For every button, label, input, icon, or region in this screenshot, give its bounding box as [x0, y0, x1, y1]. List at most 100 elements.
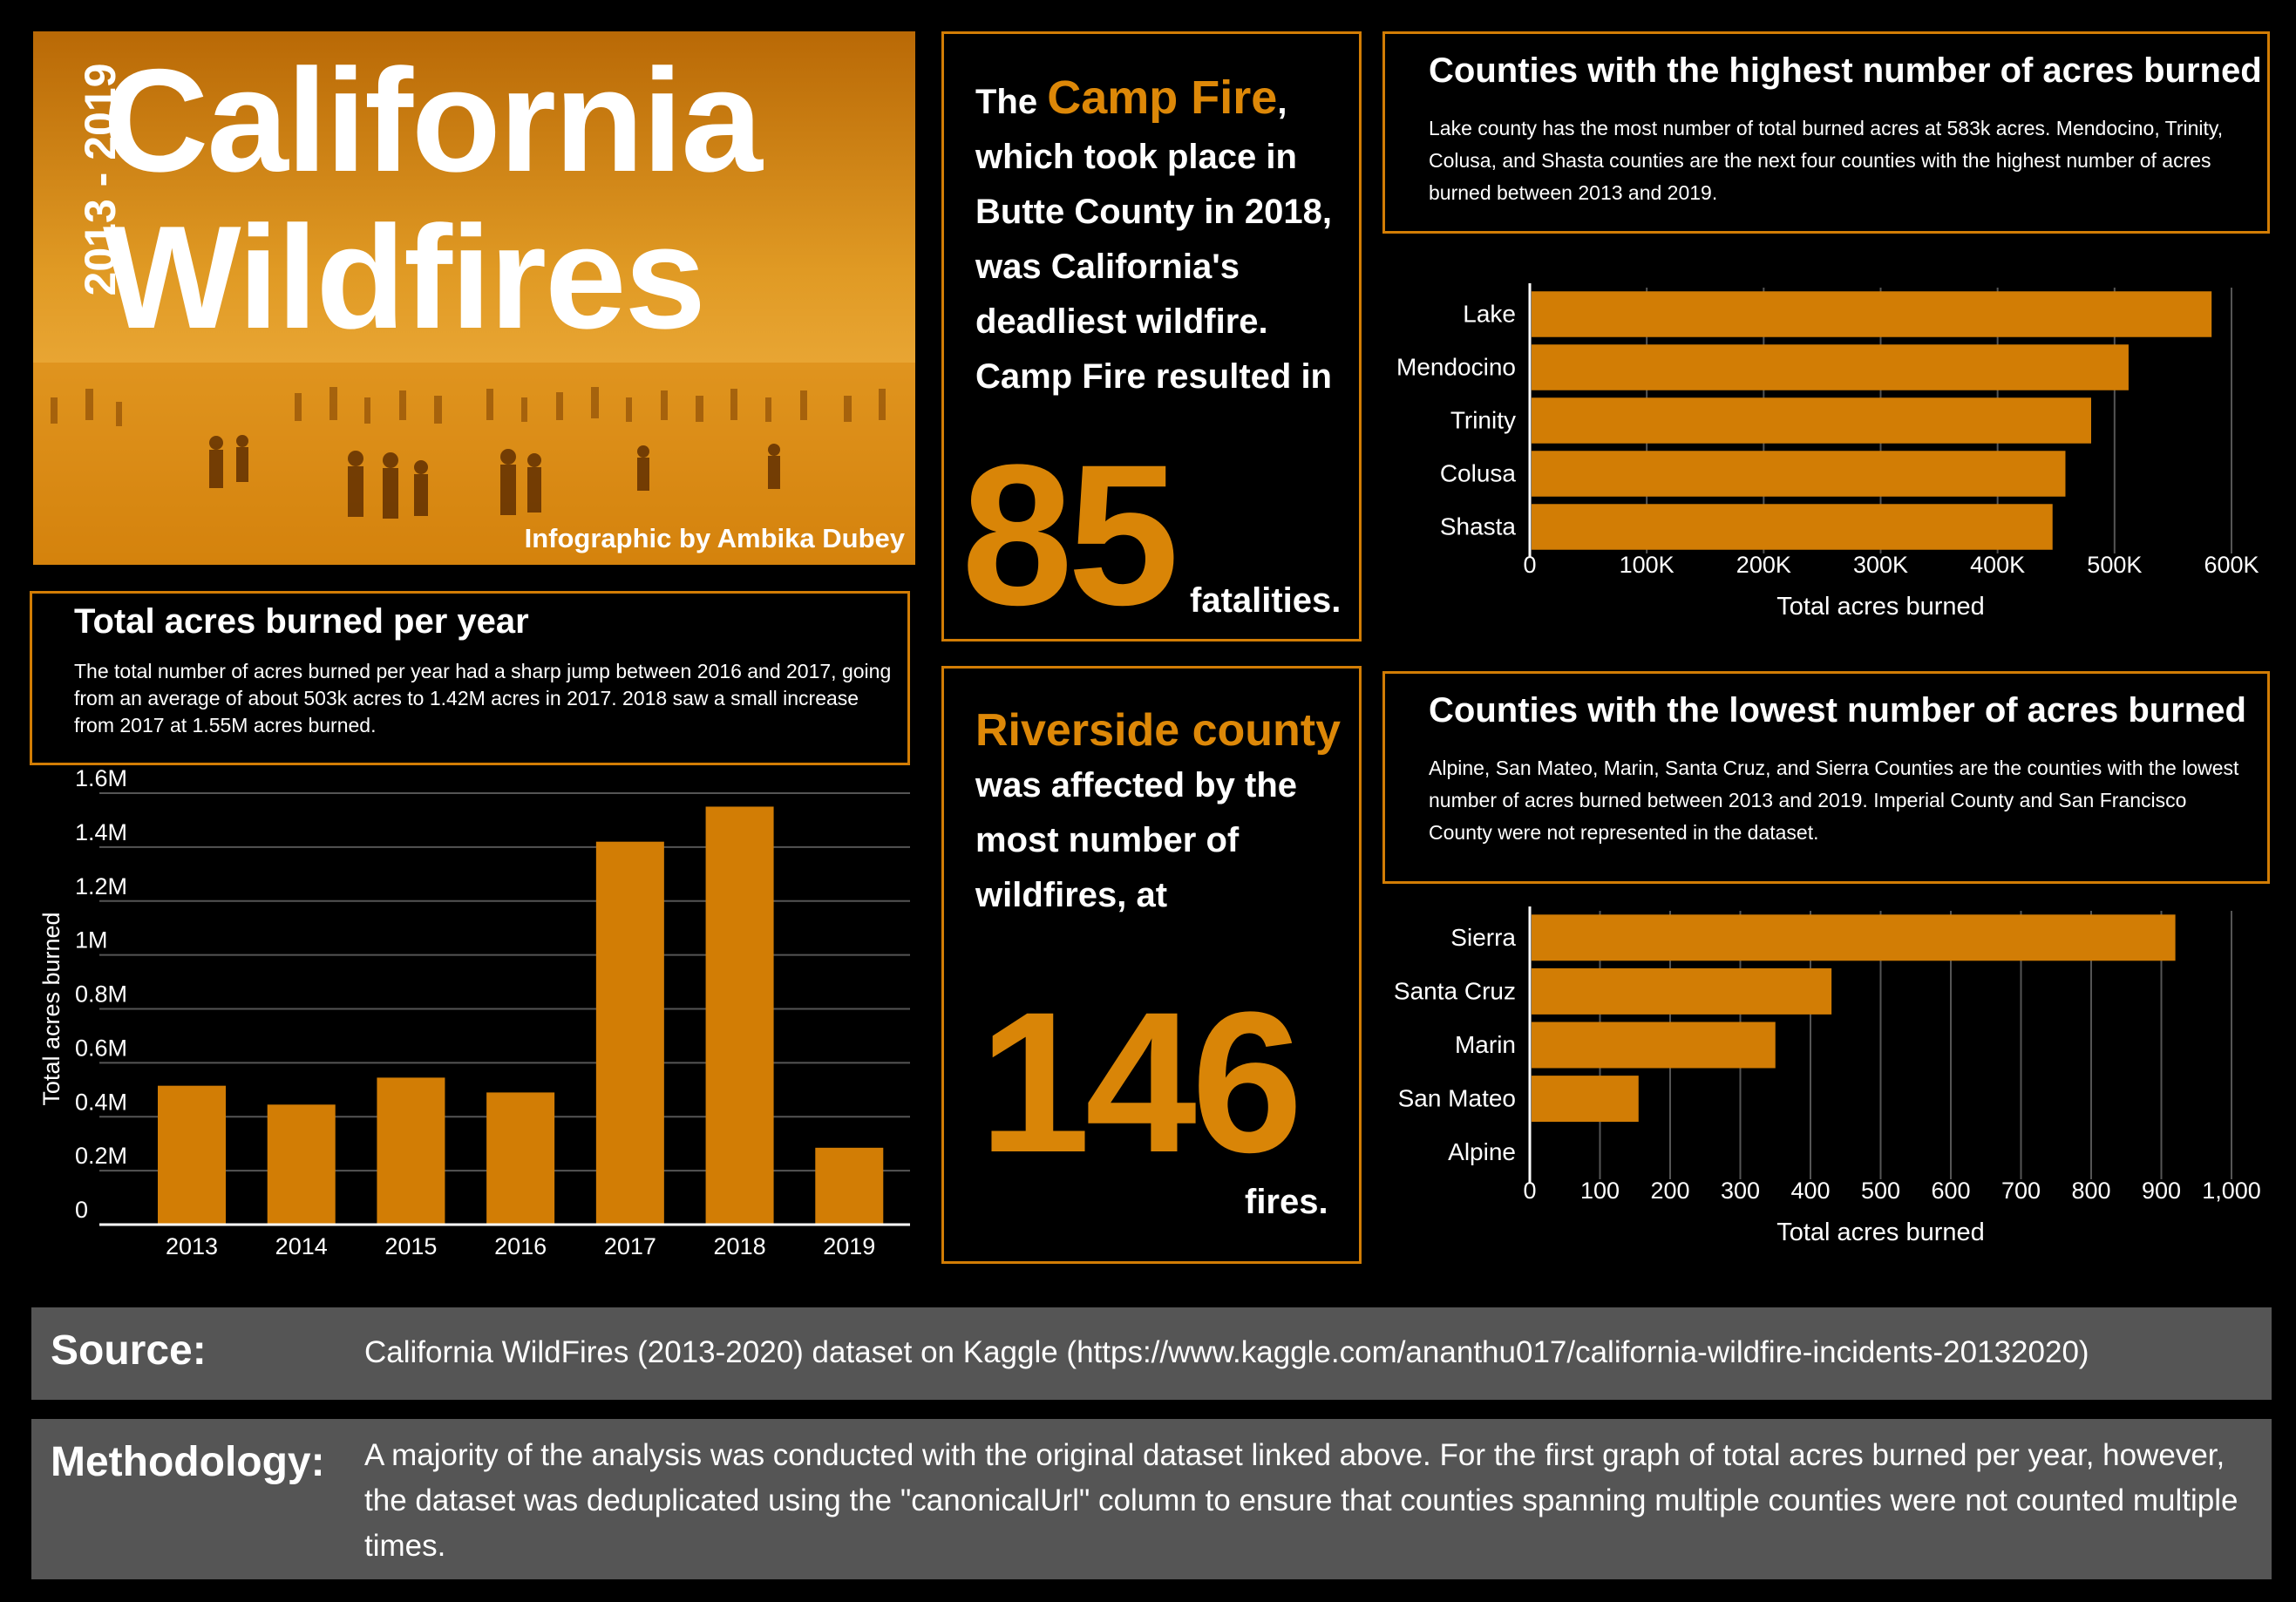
- x-tick-label: 1,000: [2202, 1178, 2261, 1204]
- y-tick-label: 0.8M: [75, 981, 127, 1008]
- lowest-counties-title: Counties with the lowest number of acres…: [1429, 691, 2246, 730]
- highest-counties-description: Lake county has the most number of total…: [1429, 117, 2224, 204]
- per-year-title: Total acres burned per year: [74, 602, 529, 641]
- riverside-name: Riverside county: [975, 705, 1342, 756]
- bar: [1532, 451, 2066, 497]
- y-tick-label: 0.2M: [75, 1143, 127, 1169]
- bar: [486, 1092, 555, 1225]
- category-label: Colusa: [1440, 460, 1517, 487]
- x-tick-label: 300K: [1853, 552, 1908, 578]
- x-tick-label: 200K: [1736, 552, 1791, 578]
- per-year-bar-chart: 0 0.2M 0.4M 0.6M 0.8M 1M 1.2M 1.4M 1.6M Total acr…: [38, 767, 910, 1259]
- x-tick-label: 100K: [1620, 552, 1674, 578]
- x-tick-label: 400: [1790, 1178, 1830, 1204]
- category-label: Lake: [1463, 301, 1516, 328]
- x-tick-label: 2016: [494, 1233, 547, 1259]
- methodology-text: A majority of the analysis was conducted…: [364, 1438, 2238, 1563]
- y-tick-label: 0.6M: [75, 1035, 127, 1061]
- lowest-counties-panel: Counties with the lowest number of acres…: [1382, 671, 2270, 884]
- x-tick-label: 0: [1523, 1178, 1536, 1204]
- highest-counties-panel: Counties with the highest number of acre…: [1382, 31, 2270, 234]
- bar: [1532, 504, 2053, 550]
- category-label: Marin: [1455, 1031, 1516, 1058]
- camp-fire-prefix: The: [975, 83, 1048, 121]
- lowest-counties-description: Alpine, San Mateo, Marin, Santa Cruz, an…: [1429, 757, 2239, 844]
- x-tick-label: 2019: [823, 1233, 875, 1259]
- bar: [377, 1077, 445, 1225]
- x-axis-label: Total acres burned: [1776, 593, 1985, 621]
- methodology-label: Methodology:: [51, 1439, 325, 1485]
- hero-title-line2: Wildfires: [103, 195, 706, 359]
- category-label: Alpine: [1448, 1138, 1516, 1165]
- x-tick-label: 2017: [604, 1233, 656, 1259]
- bar: [1532, 291, 2212, 337]
- hero-photo: [33, 31, 915, 565]
- y-tick-label: 1.4M: [75, 819, 127, 845]
- riverside-text: Riverside county was affected by the mos…: [975, 703, 1359, 923]
- x-tick-label: 900: [2142, 1178, 2181, 1204]
- camp-fire-comma: ,: [1277, 83, 1287, 121]
- y-tick-label: 1.6M: [75, 767, 127, 791]
- bar: [705, 806, 774, 1225]
- bar: [595, 841, 664, 1225]
- bar: [158, 1085, 226, 1225]
- camp-fire-name: Camp Fire: [1047, 71, 1278, 124]
- y-tick-label: 0: [75, 1197, 88, 1223]
- highest-counties-bar-chart: 0 100K 200K 300K 400K 500K 600K Lake Mendocino Tr…: [1396, 283, 2259, 621]
- hero-title: California Wildfires: [103, 38, 763, 359]
- category-label: Shasta: [1440, 513, 1517, 540]
- bar: [1532, 344, 2129, 390]
- x-tick-label: 700: [2001, 1178, 2041, 1204]
- camp-fire-fatalities-label: fatalities.: [1190, 581, 1342, 620]
- x-axis-label: Total acres burned: [1776, 1218, 1985, 1246]
- y-axis-label: Total acres burned: [38, 912, 65, 1105]
- bar: [267, 1104, 336, 1225]
- category-label: Sierra: [1450, 924, 1516, 951]
- hero-credit: Infographic by Ambika Dubey: [524, 523, 905, 553]
- source-label: Source:: [51, 1327, 207, 1374]
- per-year-panel: Total acres burned per year The total nu…: [30, 591, 910, 765]
- riverside-fires-label: fires.: [1245, 1183, 1328, 1221]
- camp-fire-body: which took place in Butte County in 2018…: [975, 138, 1332, 396]
- bar: [1532, 1076, 1639, 1123]
- source-text: California WildFires (2013-2020) dataset…: [364, 1335, 2089, 1369]
- x-tick-label: 600: [1931, 1178, 1970, 1204]
- x-tick-label: 300: [1721, 1178, 1760, 1204]
- riverside-panel: Riverside county was affected by the mos…: [941, 666, 1362, 1264]
- methodology-band: Methodology: A majority of the analysis …: [31, 1419, 2272, 1579]
- riverside-body: was affected by the most number of wildf…: [975, 766, 1298, 914]
- y-tick-label: 0.4M: [75, 1089, 127, 1115]
- category-label: Santa Cruz: [1394, 977, 1516, 1004]
- x-tick-label: 0: [1523, 552, 1536, 578]
- x-tick-label: 400K: [1970, 552, 2025, 578]
- riverside-fires-number: 146: [979, 970, 1303, 1194]
- bar: [1532, 397, 2091, 444]
- lowest-counties-bar-chart: 0 100 200 300 400 500 600 700 800 900 1,000 Sierra S…: [1394, 906, 2261, 1246]
- x-tick-label: 800: [2071, 1178, 2110, 1204]
- y-tick-label: 1M: [75, 927, 108, 954]
- category-label: Mendocino: [1396, 354, 1516, 381]
- category-label: San Mateo: [1398, 1085, 1516, 1112]
- y-tick-label: 1.2M: [75, 873, 127, 899]
- x-tick-label: 600K: [2204, 552, 2259, 578]
- camp-fire-panel: The Camp Fire, which took place in Butte…: [941, 31, 1362, 641]
- camp-fire-fatalities-number: 85: [961, 423, 1179, 647]
- source-band: Source: California WildFires (2013-2020)…: [31, 1307, 2272, 1400]
- per-year-description: The total number of acres burned per yea…: [74, 660, 892, 737]
- camp-fire-text: The Camp Fire, which took place in Butte…: [975, 71, 1359, 404]
- bar: [815, 1147, 884, 1225]
- x-tick-label: 100: [1580, 1178, 1620, 1204]
- hero-title-line1: California: [103, 38, 763, 202]
- bar: [1532, 1022, 1776, 1069]
- bar: [1532, 914, 2176, 961]
- x-tick-label: 500: [1861, 1178, 1900, 1204]
- x-tick-label: 500K: [2087, 552, 2142, 578]
- x-tick-label: 2013: [166, 1233, 218, 1259]
- category-label: Trinity: [1450, 407, 1516, 434]
- x-tick-label: 200: [1650, 1178, 1689, 1204]
- bar: [1532, 967, 1832, 1015]
- highest-counties-title: Counties with the highest number of acre…: [1429, 51, 2262, 90]
- x-tick-label: 2014: [275, 1233, 328, 1259]
- x-tick-label: 2018: [714, 1233, 766, 1259]
- x-tick-label: 2015: [384, 1233, 437, 1259]
